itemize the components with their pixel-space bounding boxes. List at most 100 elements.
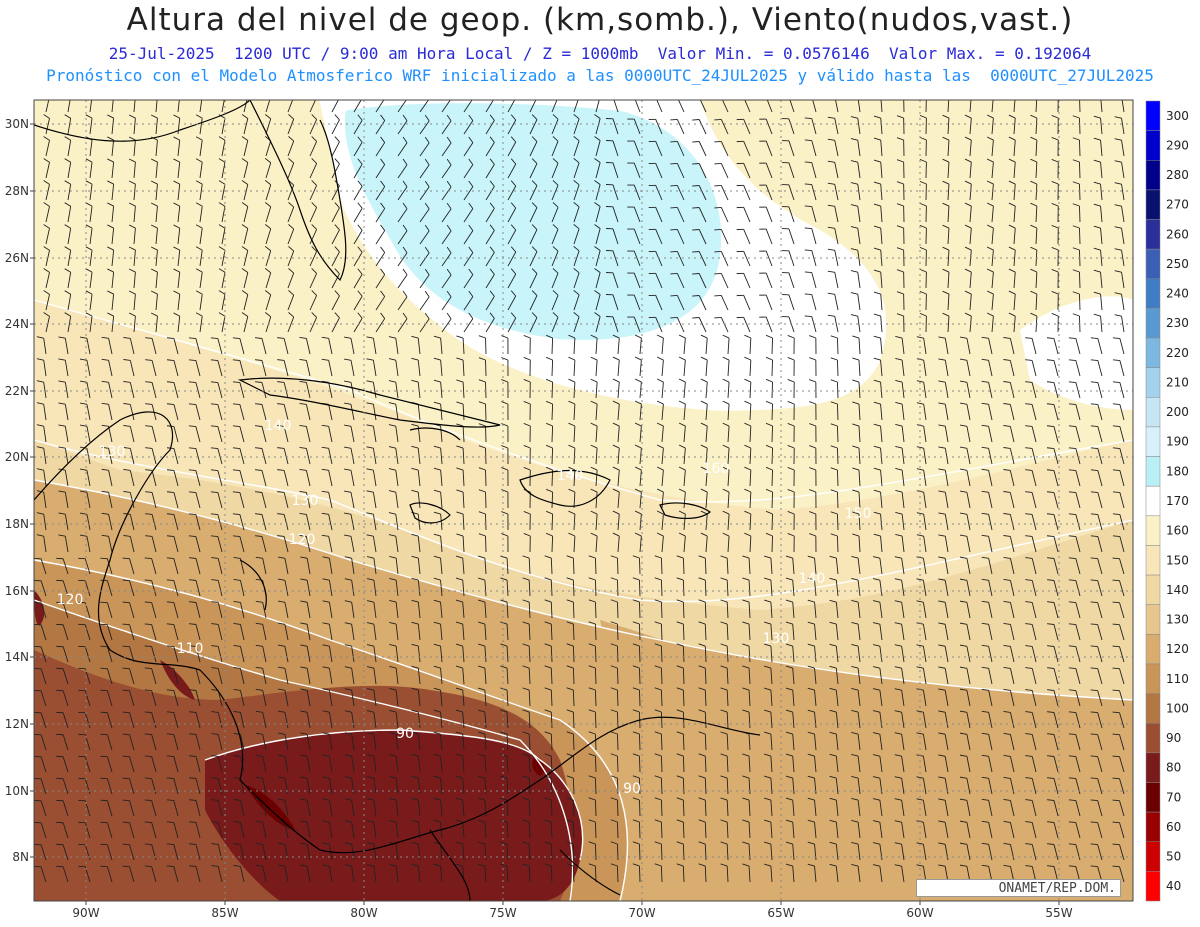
wind-barb [829, 621, 839, 641]
wind-barb [1072, 115, 1081, 135]
wind-barb [411, 599, 421, 619]
wind-barb [478, 533, 487, 553]
wind-barb [765, 444, 773, 465]
wind-barb [34, 689, 47, 707]
colorbar-swatch [1145, 663, 1161, 694]
colorbar-label: 70 [1166, 790, 1181, 804]
wind-barb [1068, 667, 1081, 685]
wind-barb [1003, 403, 1015, 421]
wind-barb [210, 359, 223, 377]
wind-barb [938, 644, 949, 663]
wind-barb [742, 753, 751, 773]
wind-barb [353, 136, 363, 157]
colorbar-swatch [1145, 811, 1161, 842]
wind-barb [692, 119, 707, 135]
wind-barb [309, 268, 318, 289]
wind-barb [981, 578, 993, 597]
wind-barb [544, 863, 553, 883]
wind-barb [736, 118, 751, 135]
wind-barb [233, 798, 245, 817]
wind-barb [166, 711, 179, 729]
wind-barb [366, 732, 377, 751]
wind-barb [255, 710, 267, 729]
wind-barb [128, 180, 136, 201]
wind-barb [195, 202, 203, 223]
wind-barb [566, 599, 575, 619]
wind-barb [736, 294, 751, 311]
wind-barb [568, 532, 576, 553]
wind-barb [605, 272, 619, 289]
wind-barb [1079, 100, 1081, 113]
wind-barb [529, 224, 538, 245]
wind-barb [1035, 100, 1038, 113]
wind-barb [1112, 403, 1125, 421]
wind-barb [919, 312, 927, 333]
wind-barb [522, 775, 531, 795]
wind-barb [942, 224, 950, 245]
wind-barb [829, 841, 839, 861]
wind-barb [232, 381, 245, 399]
wind-barb [43, 268, 50, 289]
wind-barb [300, 798, 311, 817]
wind-barb [195, 158, 203, 179]
wind-barb [938, 380, 949, 399]
wind-barb [852, 511, 861, 531]
wind-barb [1046, 491, 1059, 509]
wind-barb [529, 158, 538, 179]
wind-barb [789, 100, 795, 113]
wind-barb [722, 334, 730, 355]
wind-barb [610, 709, 619, 729]
wind-barb [277, 447, 289, 465]
wind-barb [353, 268, 363, 289]
wind-barb [463, 180, 474, 201]
wind-barb [150, 290, 158, 311]
wind-barb [627, 250, 641, 267]
wind-barb [964, 290, 972, 311]
wind-barb [1008, 202, 1016, 223]
wind-barb [1068, 733, 1081, 751]
wind-barb [566, 643, 575, 663]
contour-label: 130 [99, 444, 126, 460]
wind-barb [981, 600, 993, 619]
wind-barb [807, 621, 817, 641]
wind-barb [851, 621, 861, 641]
wind-barb [375, 158, 386, 179]
wind-barb [895, 379, 905, 399]
wind-barb [894, 798, 905, 817]
wind-barb [43, 158, 50, 179]
wind-barb [1090, 359, 1103, 377]
wind-barb [166, 755, 179, 773]
wind-barb [1051, 203, 1059, 223]
wind-barb [648, 184, 663, 201]
wind-barb [500, 643, 509, 663]
wind-barb [419, 114, 430, 135]
wind-barb [122, 623, 135, 641]
wind-barb [78, 821, 91, 839]
wind-barb [742, 863, 751, 883]
wind-barb [441, 312, 452, 333]
wind-barb [654, 687, 663, 707]
wind-barb [85, 312, 93, 333]
wind-barb [959, 754, 971, 773]
wind-barb [241, 290, 249, 311]
wind-barb [122, 689, 135, 707]
wind-barb [1025, 755, 1037, 773]
wind-barb [1003, 425, 1015, 443]
wind-barb [678, 100, 685, 113]
wind-barb [353, 100, 362, 113]
plot-frame [33, 99, 1134, 902]
wind-barb [321, 336, 333, 355]
wind-barb [903, 100, 905, 113]
wind-barb [211, 579, 223, 597]
wind-barb [873, 203, 883, 223]
wind-barb [122, 667, 135, 685]
wind-barb [144, 667, 157, 685]
colorbar-label: 120 [1166, 642, 1189, 656]
wind-barb [1003, 688, 1015, 707]
wind-barb [287, 224, 295, 245]
wind-barb [764, 643, 773, 663]
wind-barb [959, 820, 971, 839]
wind-barb [145, 513, 157, 531]
wind-barb [1114, 314, 1125, 333]
wind-barb [43, 180, 50, 201]
